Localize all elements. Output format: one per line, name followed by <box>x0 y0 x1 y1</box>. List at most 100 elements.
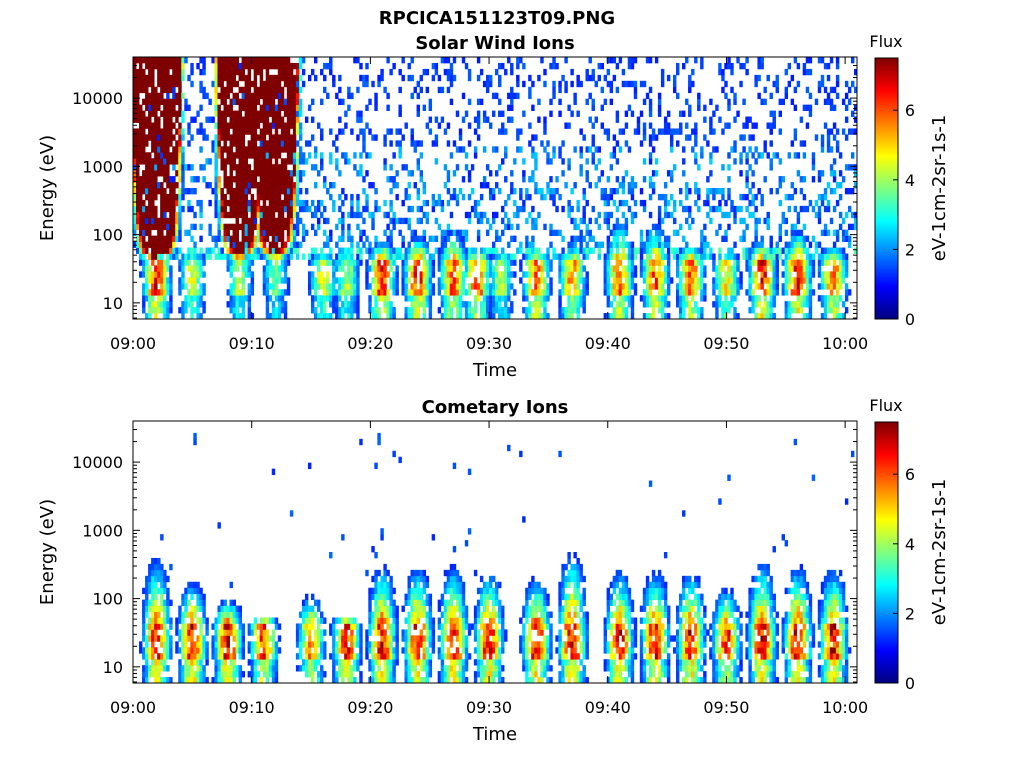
heatmap-cell <box>416 193 420 201</box>
heatmap-cell <box>178 307 182 314</box>
heatmap-cell <box>482 313 487 319</box>
heatmap-cell <box>769 277 773 284</box>
heatmap-cell <box>706 199 710 207</box>
heatmap-cell <box>359 247 363 254</box>
heatmap-cell <box>145 611 149 618</box>
heatmap-cell <box>540 277 544 284</box>
heatmap-cell <box>534 223 538 231</box>
heatmap-cell <box>449 247 454 254</box>
heatmap-cell <box>136 176 140 183</box>
heatmap-cell <box>525 259 529 266</box>
heatmap-cell <box>148 653 152 660</box>
heatmap-cell <box>184 283 188 290</box>
heatmap-cell <box>495 265 499 272</box>
heatmap-cell <box>706 253 710 260</box>
heatmap-cell <box>392 253 396 260</box>
heatmap-cell <box>157 247 161 254</box>
heatmap-cell <box>268 152 273 159</box>
heatmap-cell <box>229 307 233 314</box>
heatmap-cell <box>133 98 137 106</box>
heatmap-cell <box>606 235 611 242</box>
x-tick-labels: 09:00 09:10 09:20 09:30 09:40 09:50 10:00 <box>110 334 868 353</box>
heatmap-cell <box>238 223 242 231</box>
heatmap-cell <box>654 134 659 141</box>
heatmap-cell <box>401 164 405 171</box>
heatmap-cell <box>491 193 496 201</box>
heatmap-cell <box>307 205 312 213</box>
heatmap-cell <box>808 68 813 76</box>
heatmap-cell <box>633 182 638 189</box>
heatmap-cell <box>485 80 490 88</box>
heatmap-cell <box>365 152 369 159</box>
heatmap-cell <box>356 259 360 266</box>
heatmap-cell <box>715 283 719 290</box>
heatmap-cell <box>570 307 574 314</box>
heatmap-cell <box>205 247 209 254</box>
heatmap-cell <box>844 253 849 260</box>
heatmap-cell <box>413 259 417 266</box>
heatmap-cell <box>784 68 789 76</box>
heatmap-cell <box>657 301 662 308</box>
heatmap-cell <box>691 313 695 319</box>
heatmap-cell <box>136 211 140 219</box>
heatmap-cell <box>467 289 472 296</box>
heatmap-cell <box>341 188 345 195</box>
heatmap-cell <box>253 104 258 111</box>
heatmap-cell <box>823 188 828 195</box>
heatmap-cell <box>265 170 270 177</box>
heatmap-cell <box>157 116 161 123</box>
heatmap-cell <box>136 241 140 248</box>
heatmap-cell <box>166 205 170 213</box>
heatmap-cell <box>838 271 843 278</box>
heatmap-cell <box>154 176 158 183</box>
heatmap-cell <box>826 301 831 308</box>
heatmap-cell <box>721 235 725 242</box>
heatmap-cell <box>519 241 523 248</box>
heatmap-cell <box>449 283 454 290</box>
heatmap-cell <box>721 265 725 272</box>
heatmap-cell <box>295 116 300 123</box>
heatmap-cell <box>691 277 695 284</box>
heatmap-cell <box>473 116 478 123</box>
heatmap-cell <box>760 271 764 278</box>
heatmap-cell <box>808 283 813 290</box>
heatmap-cell <box>718 289 722 296</box>
heatmap-cell <box>582 307 586 314</box>
heatmap-cell <box>760 241 764 248</box>
heatmap-cell <box>407 307 411 314</box>
heatmap-cell <box>178 176 182 183</box>
heatmap-cell <box>392 182 396 189</box>
heatmap-cell <box>235 152 239 159</box>
heatmap-cell <box>229 265 233 272</box>
heatmap-cell <box>250 182 255 189</box>
heatmap-cell <box>507 313 511 319</box>
heatmap-cell <box>262 176 267 183</box>
heatmap-cell <box>166 128 170 135</box>
heatmap-cell <box>407 62 411 70</box>
heatmap-cell <box>654 259 659 266</box>
heatmap-cell <box>654 277 659 284</box>
heatmap-cell <box>223 98 227 106</box>
heatmap-cell <box>365 62 369 70</box>
heatmap-cell <box>338 289 342 296</box>
heatmap-cell <box>663 289 668 296</box>
heatmap-cell <box>636 116 641 123</box>
heatmap-cell <box>359 211 363 219</box>
heatmap-cell <box>516 134 520 141</box>
heatmap-cell <box>546 265 550 272</box>
heatmap-cell <box>307 74 312 82</box>
heatmap-cell <box>226 146 230 153</box>
heatmap-cell <box>163 164 167 171</box>
heatmap-cell <box>703 271 707 278</box>
heatmap-cell <box>446 188 451 195</box>
heatmap-cell <box>745 116 749 123</box>
heatmap-cell <box>136 86 140 94</box>
heatmap-cell <box>148 581 152 589</box>
heatmap-cell <box>347 271 351 278</box>
heatmap-cell <box>482 271 487 278</box>
heatmap-cell <box>721 193 725 201</box>
heatmap-cell <box>154 98 158 106</box>
heatmap-cell <box>461 277 466 284</box>
heatmap-cell <box>178 92 182 100</box>
heatmap-cell <box>199 289 203 296</box>
